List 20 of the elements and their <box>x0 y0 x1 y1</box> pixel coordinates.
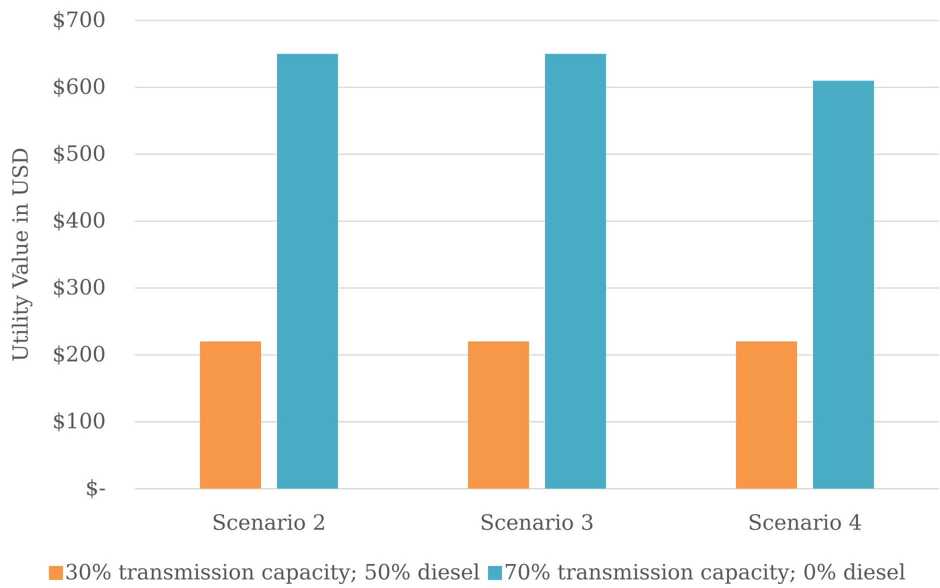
x-tick-label: Scenario 4 <box>750 514 861 530</box>
bar <box>200 342 262 489</box>
y-tick-label: $300 <box>54 278 104 298</box>
y-tick-label: $200 <box>54 345 104 364</box>
legend-label: 70% transmission capacity; 0% diesel <box>506 563 905 584</box>
legend-label: 30% transmission capacity; 50% diesel <box>66 563 480 584</box>
y-tick-label: $500 <box>54 144 104 164</box>
y-tick-label: $- <box>87 479 105 498</box>
y-tick-label: $600 <box>54 78 104 97</box>
y-tick-label: $700 <box>54 10 104 30</box>
bar <box>468 342 529 489</box>
bar <box>545 54 606 489</box>
y-axis-title: Utility Value in USD <box>12 148 32 361</box>
bar <box>277 54 338 489</box>
bar <box>813 80 874 489</box>
y-tick-label: $400 <box>54 212 104 231</box>
x-tick-label: Scenario 3 <box>482 514 592 530</box>
y-tick-label: $100 <box>54 412 104 432</box>
x-tick-label: Scenario 2 <box>214 514 324 530</box>
bar <box>736 342 797 489</box>
